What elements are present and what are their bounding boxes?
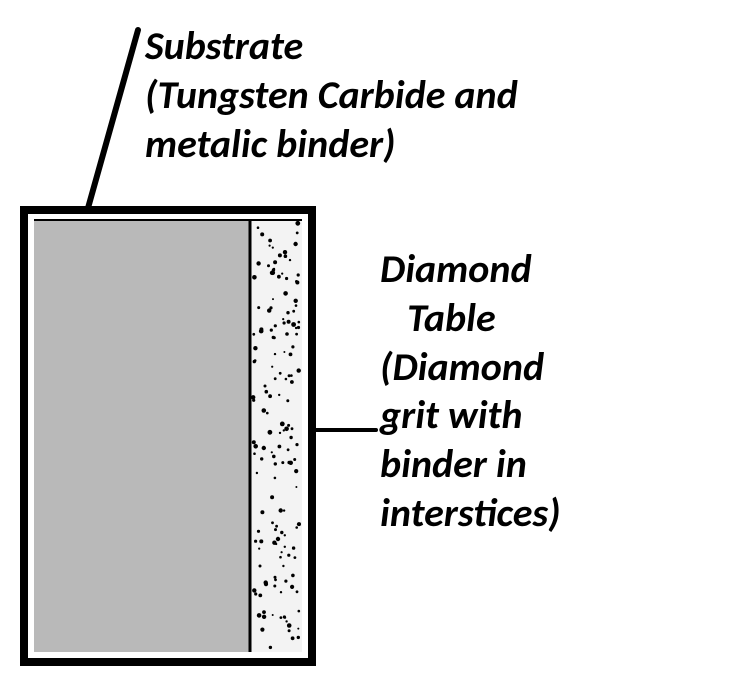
substrate-label: Substrate (Tungsten Carbide and metalic … — [145, 22, 518, 168]
diamond-table-region — [250, 220, 302, 652]
substrate-region — [34, 220, 250, 652]
leader-substrate — [88, 30, 138, 208]
diamond-table-label: Diamond Table (Diamond grit with binder … — [380, 245, 561, 538]
figure-canvas: Substrate (Tungsten Carbide and metalic … — [0, 0, 751, 686]
